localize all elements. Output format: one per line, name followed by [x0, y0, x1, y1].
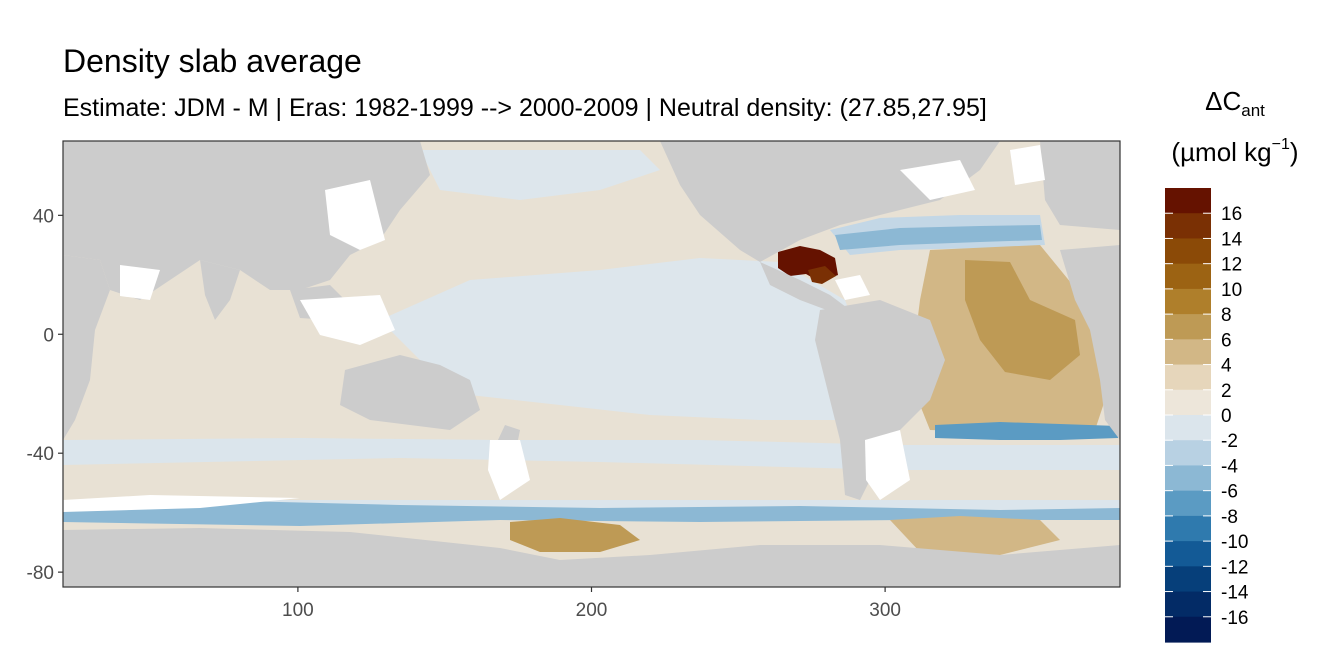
legend-label: 10 [1221, 280, 1242, 301]
weddell-shelf-region [890, 516, 1060, 555]
land-west-africa [1060, 245, 1120, 440]
legend-label: 8 [1221, 305, 1232, 326]
missing-arabian [120, 265, 160, 300]
legend-label: -14 [1221, 583, 1249, 604]
legend-swatch [1165, 314, 1211, 340]
land-antarctica [63, 528, 1120, 587]
land-india [200, 260, 240, 320]
legend-label: 12 [1221, 255, 1242, 276]
chart-title: Density slab average [63, 43, 362, 79]
pacific-blue-region [380, 258, 860, 420]
legend-label: -16 [1221, 608, 1248, 629]
legend-swatch [1165, 339, 1211, 366]
legend-unit-text: (µmol kg [1171, 137, 1272, 167]
land-greenland [1040, 141, 1120, 230]
land-africa [63, 255, 110, 440]
legend-swatch [1165, 490, 1211, 517]
missing-data-patches [63, 145, 1045, 512]
legend-label: 4 [1221, 356, 1232, 377]
land-eurasia [63, 141, 430, 300]
x-tick-label: 300 [869, 600, 901, 621]
legend-swatch [1165, 541, 1211, 567]
legend-label: 2 [1221, 381, 1232, 402]
legend-swatch [1165, 188, 1211, 214]
legend-label: 14 [1221, 229, 1243, 250]
missing-indonesia [300, 295, 395, 345]
legend-label: -2 [1221, 431, 1238, 452]
missing-patagonia [865, 430, 910, 500]
legend-unit-close: ) [1289, 137, 1299, 167]
legend-swatch [1165, 616, 1211, 643]
legend-unit: (µmol kg−1) [1160, 136, 1310, 168]
land-central-america [760, 262, 850, 315]
legend-swatch [1165, 263, 1211, 290]
missing-tasman [488, 440, 530, 500]
missing-western-pacific [325, 180, 385, 250]
missing-hudson [900, 160, 975, 200]
missing-caribbean [835, 275, 870, 300]
y-tick-label: -80 [27, 563, 54, 584]
ross-sea-shelf-region [510, 518, 640, 552]
legend-swatch [1165, 364, 1211, 391]
legend-unit-exponent: −1 [1271, 136, 1290, 153]
chart-subtitle: Estimate: JDM - M | Eras: 1982-1999 --> … [63, 94, 987, 122]
missing-labrador [1010, 145, 1045, 185]
legend-label: -6 [1221, 482, 1238, 503]
x-tick-label: 100 [282, 600, 314, 621]
missing-southern-streak [63, 495, 300, 512]
x-tick-label: 200 [576, 600, 608, 621]
legend-swatch [1165, 515, 1211, 542]
legend-label: -12 [1221, 557, 1248, 578]
legend-label: 16 [1221, 204, 1242, 225]
south-atlantic-core-region [965, 260, 1080, 380]
y-tick-label: 0 [43, 325, 54, 346]
legend-swatch [1165, 465, 1211, 492]
legend-swatch [1165, 213, 1211, 240]
legend-label: 6 [1221, 330, 1232, 351]
y-tick-label: -40 [27, 444, 54, 465]
gulf-of-mexico-tail [808, 266, 836, 284]
legend-label: -8 [1221, 507, 1238, 528]
legend-label: -10 [1221, 532, 1248, 553]
legend-title: ΔCant [1160, 86, 1310, 121]
south-atlantic-35s-band [935, 422, 1118, 440]
north-pacific-blue-region [420, 150, 660, 200]
legend-swatch [1165, 288, 1211, 315]
legend-swatch [1165, 566, 1211, 593]
legend-swatch [1165, 415, 1211, 441]
legend-swatch [1165, 440, 1211, 467]
y-tick-label: 40 [33, 206, 54, 227]
north-atlantic-blue-band [835, 225, 1042, 250]
legend-title-subscript: ant [1241, 101, 1265, 120]
land-south-america [815, 300, 945, 500]
legend-label: -4 [1221, 456, 1238, 477]
land-australia [340, 355, 480, 430]
southern-ocean-blue-streaks [63, 500, 1120, 526]
legend-title-symbol: ΔC [1205, 86, 1242, 116]
legend-swatch [1165, 238, 1211, 265]
legend-swatch [1165, 389, 1211, 416]
legend-swatch [1165, 591, 1211, 618]
legend-label: 0 [1221, 406, 1232, 427]
map-panel [63, 141, 1120, 587]
